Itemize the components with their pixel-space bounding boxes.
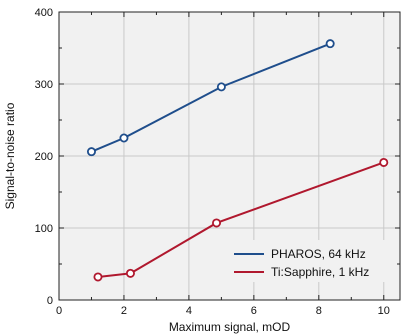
x-tick-labels: 0 2 4 6 8 10 [56,305,390,317]
y-tick-label: 300 [35,79,53,91]
series-line-1 [97,161,385,278]
x-axis-title: Maximum signal, mOD [169,320,291,334]
data-point [379,157,389,167]
y-tick-labels: 0 100 200 300 400 [35,7,53,307]
data-point [216,82,226,92]
data-point [119,133,129,143]
x-tick-label: 8 [316,305,322,317]
legend-background [226,240,392,282]
x-tick-label: 2 [121,305,127,317]
series-line-0 [91,42,331,153]
data-point [125,268,135,278]
y-tick-label: 200 [35,151,53,163]
legend-label: PHAROS, 64 kHz [271,247,366,261]
y-axis-title: Signal-to-noise ratio [3,102,17,209]
x-tick-label: 10 [378,305,390,317]
data-point [86,147,96,157]
legend: PHAROS, 64 kHz Ti:Sapphire, 1 kHz [226,240,392,282]
plot-area-border [58,11,401,301]
series-group [86,39,389,282]
legend-label: Ti:Sapphire, 1 kHz [271,265,369,279]
data-point [93,272,103,282]
data-point [325,39,335,49]
x-tick-label: 0 [56,305,62,317]
y-tick-label: 400 [35,7,53,19]
y-tick-label: 100 [35,223,53,235]
grid [59,12,400,300]
y-tick-label: 0 [47,295,53,307]
data-point [212,218,222,228]
x-tick-label: 4 [186,305,192,317]
x-tick-label: 6 [251,305,257,317]
